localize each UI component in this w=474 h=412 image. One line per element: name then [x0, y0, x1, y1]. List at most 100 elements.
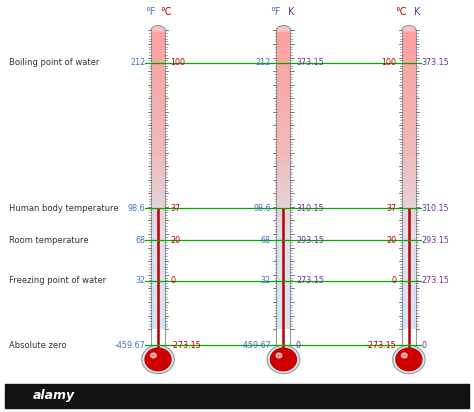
Bar	[276, 213, 291, 217]
Bar	[151, 157, 165, 161]
Bar	[151, 288, 165, 292]
Bar	[276, 303, 291, 307]
Circle shape	[276, 353, 282, 358]
Text: Absolute zero: Absolute zero	[9, 341, 67, 350]
Bar	[151, 202, 165, 206]
Bar	[276, 176, 291, 180]
Bar	[402, 49, 416, 53]
Bar	[276, 109, 291, 112]
Bar	[276, 206, 291, 210]
Bar	[402, 232, 416, 236]
Bar	[402, 273, 416, 277]
Bar	[276, 68, 291, 71]
Bar	[402, 307, 416, 311]
Bar	[151, 258, 165, 262]
Text: -273.15: -273.15	[365, 341, 396, 350]
Bar	[276, 236, 291, 239]
Bar	[402, 255, 416, 258]
Bar	[402, 161, 416, 165]
Bar	[402, 176, 416, 180]
Bar	[151, 292, 165, 295]
Bar	[276, 277, 291, 281]
Bar	[151, 322, 165, 325]
Bar	[402, 83, 416, 87]
Bar	[151, 165, 165, 169]
Bar	[402, 79, 416, 83]
Bar	[276, 295, 291, 299]
Bar	[276, 116, 291, 120]
Bar	[276, 307, 291, 311]
Circle shape	[267, 345, 300, 374]
Bar	[151, 243, 165, 247]
Bar	[402, 217, 416, 221]
Bar	[151, 303, 165, 307]
Bar	[276, 124, 291, 127]
Bar	[402, 206, 416, 210]
Bar	[276, 225, 291, 228]
Bar	[151, 284, 165, 288]
Bar	[276, 79, 291, 83]
Bar	[402, 116, 416, 120]
Bar	[402, 221, 416, 225]
Bar	[151, 232, 165, 236]
Text: 310.15: 310.15	[296, 204, 324, 213]
Bar	[151, 266, 165, 269]
Bar	[151, 213, 165, 217]
Bar	[276, 314, 291, 318]
Bar	[402, 236, 416, 239]
Bar	[276, 281, 291, 284]
Bar	[276, 101, 291, 105]
Bar	[276, 105, 291, 109]
Bar	[402, 75, 416, 79]
Text: 293.15: 293.15	[296, 236, 324, 245]
Text: 212: 212	[255, 58, 271, 67]
Bar	[402, 303, 416, 307]
Bar	[151, 30, 165, 34]
Bar	[402, 71, 416, 75]
Bar	[276, 94, 291, 98]
Bar	[276, 98, 291, 101]
Bar	[151, 143, 165, 146]
Circle shape	[142, 345, 174, 374]
Bar	[276, 38, 291, 42]
Bar	[151, 60, 165, 64]
Bar	[151, 98, 165, 101]
Text: 98.6: 98.6	[128, 204, 146, 213]
Bar	[402, 269, 416, 273]
Bar	[276, 165, 291, 169]
Bar	[151, 120, 165, 124]
Bar	[402, 225, 416, 228]
Bar	[276, 288, 291, 292]
Text: 373.15: 373.15	[421, 58, 449, 67]
Text: 273.15: 273.15	[421, 276, 449, 285]
Bar	[402, 183, 416, 187]
Bar	[276, 183, 291, 187]
Text: 0: 0	[392, 276, 396, 285]
Bar	[276, 49, 291, 53]
Bar	[276, 292, 291, 295]
Bar	[276, 120, 291, 124]
Bar	[151, 318, 165, 322]
Bar	[151, 191, 165, 195]
Bar	[151, 210, 165, 213]
Bar	[151, 206, 165, 210]
Bar	[276, 180, 291, 183]
Bar	[276, 172, 291, 176]
Bar	[276, 34, 291, 38]
Bar	[402, 135, 416, 139]
Bar	[402, 239, 416, 243]
Bar	[402, 98, 416, 101]
Text: Room temperature: Room temperature	[9, 236, 89, 245]
Bar	[276, 258, 291, 262]
Bar	[276, 112, 291, 116]
Bar	[402, 172, 416, 176]
Bar	[151, 68, 165, 71]
Text: 100: 100	[171, 58, 186, 67]
Bar	[402, 34, 416, 38]
Bar	[402, 143, 416, 146]
Bar	[151, 139, 165, 143]
Bar	[151, 105, 165, 109]
Bar	[402, 90, 416, 94]
Bar	[276, 150, 291, 154]
Text: 20: 20	[171, 236, 181, 245]
